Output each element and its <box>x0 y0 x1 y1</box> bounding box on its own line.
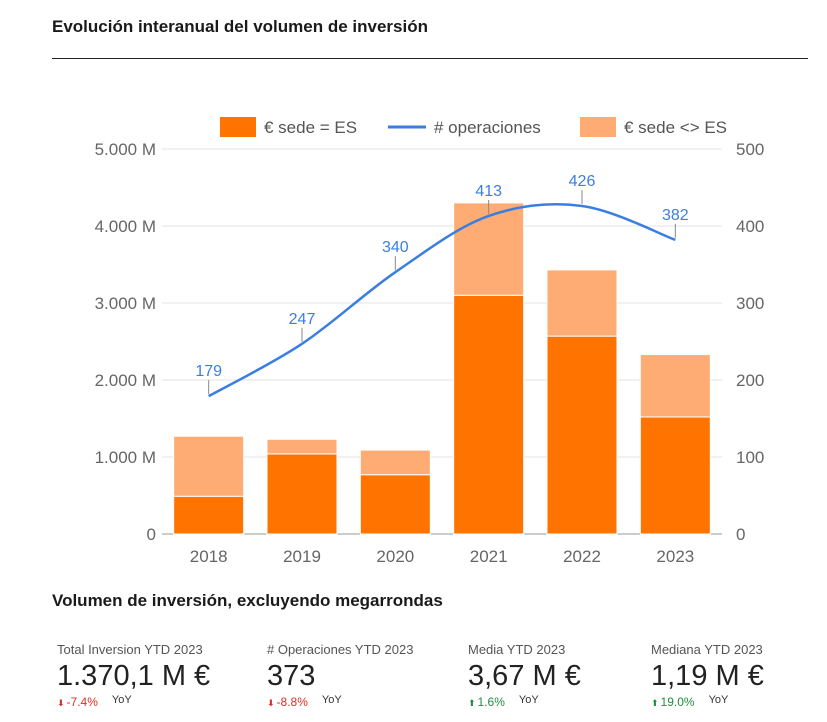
bar-segment <box>266 453 338 535</box>
kpi-value: 1.370,1 M € <box>57 660 211 692</box>
bar-segment <box>546 335 618 535</box>
kpi-yoy-label: YoY <box>111 694 132 706</box>
kpi-change-value: 1.6% <box>477 695 505 709</box>
kpi-label: # Operaciones YTD 2023 <box>267 642 414 657</box>
y-right-tick-label: 400 <box>736 217 764 236</box>
data-label: 179 <box>195 363 222 380</box>
x-tick-label: 2021 <box>470 547 508 566</box>
y-left-tick-label: 1.000 M <box>95 448 156 467</box>
arrow-up-icon: ⬆ <box>651 698 659 708</box>
x-tick-label: 2018 <box>190 547 228 566</box>
kpi-yoy-label: YoY <box>321 694 342 706</box>
bar-segment <box>453 202 525 296</box>
kpi-change: ⬆ 19.0% YoY <box>651 694 764 709</box>
data-label: 382 <box>662 207 689 224</box>
kpi-yoy-label: YoY <box>518 694 539 706</box>
title-divider <box>52 58 808 59</box>
kpi-change-value: -7.4% <box>66 695 98 709</box>
section-subtitle: Volumen de inversión, excluyendo megarro… <box>52 591 443 610</box>
bar-segment <box>359 449 431 476</box>
y-right-tick-label: 500 <box>736 140 764 159</box>
y-left-tick-label: 5.000 M <box>95 140 156 159</box>
kpi-change-value: 19.0% <box>660 695 695 709</box>
data-label: 247 <box>289 311 316 328</box>
chart-title: Evolución interanual del volumen de inve… <box>52 17 428 36</box>
bar-segment <box>546 269 618 337</box>
x-tick-label: 2023 <box>656 547 694 566</box>
y-right-tick-label: 100 <box>736 448 764 467</box>
y-right-tick-label: 200 <box>736 371 764 390</box>
kpi-label: Mediana YTD 2023 <box>651 642 763 657</box>
kpi-change: ⬆ 1.6% YoY <box>468 694 581 709</box>
bar-segment <box>453 294 525 535</box>
kpi-change: ⬇ -7.4% YoY <box>57 694 210 709</box>
kpi-mean: Media YTD 2023 3,67 M € ⬆ 1.6% YoY <box>468 642 581 709</box>
y-right-tick-label: 300 <box>736 294 764 313</box>
kpi-label: Total Inversion YTD 2023 <box>57 642 203 657</box>
legend-label: € sede <> ES <box>624 118 727 137</box>
kpi-value: 373 <box>267 660 316 692</box>
legend-label: € sede = ES <box>264 118 357 137</box>
x-tick-label: 2022 <box>563 547 601 566</box>
bar-segment <box>639 416 711 535</box>
kpi-operations: # Operaciones YTD 2023 373 ⬇ -8.8% YoY <box>267 642 413 709</box>
legend-label: # operaciones <box>434 118 541 137</box>
arrow-down-icon: ⬇ <box>57 698 65 708</box>
investment-chart: 0 1.000 M 2.000 M 3.000 M 4.000 M 5.000 M 0 100… <box>95 117 764 566</box>
kpi-value: 1,19 M € <box>651 660 764 692</box>
kpi-change-value: -8.8% <box>276 695 308 709</box>
legend-swatch <box>580 117 616 137</box>
y-right-tick-label: 0 <box>736 525 745 544</box>
bar-segment <box>173 435 245 497</box>
x-tick-label: 2020 <box>376 547 414 566</box>
data-label: 340 <box>382 239 409 256</box>
legend-swatch <box>220 117 256 137</box>
kpi-yoy-label: YoY <box>708 694 729 706</box>
kpi-label: Media YTD 2023 <box>468 642 566 657</box>
arrow-down-icon: ⬇ <box>267 698 275 708</box>
kpi-change: ⬇ -8.8% YoY <box>267 694 413 709</box>
bar-segment <box>639 354 711 418</box>
arrow-up-icon: ⬆ <box>468 698 476 708</box>
y-left-tick-label: 3.000 M <box>95 294 156 313</box>
y-left-tick-label: 4.000 M <box>95 217 156 236</box>
kpi-total-investment: Total Inversion YTD 2023 1.370,1 M € ⬇ -7… <box>57 642 210 709</box>
x-tick-label: 2019 <box>283 547 321 566</box>
bar-segment <box>266 438 338 455</box>
bar-segment <box>173 495 245 535</box>
kpi-median: Mediana YTD 2023 1,19 M € ⬆ 19.0% YoY <box>651 642 764 709</box>
y-left-tick-label: 2.000 M <box>95 371 156 390</box>
y-left-tick-label: 0 <box>147 525 156 544</box>
operations-line <box>208 203 676 398</box>
data-label: 426 <box>569 173 596 190</box>
kpi-value: 3,67 M € <box>468 660 581 692</box>
bar-segment <box>359 474 431 535</box>
data-label: 413 <box>475 183 502 200</box>
